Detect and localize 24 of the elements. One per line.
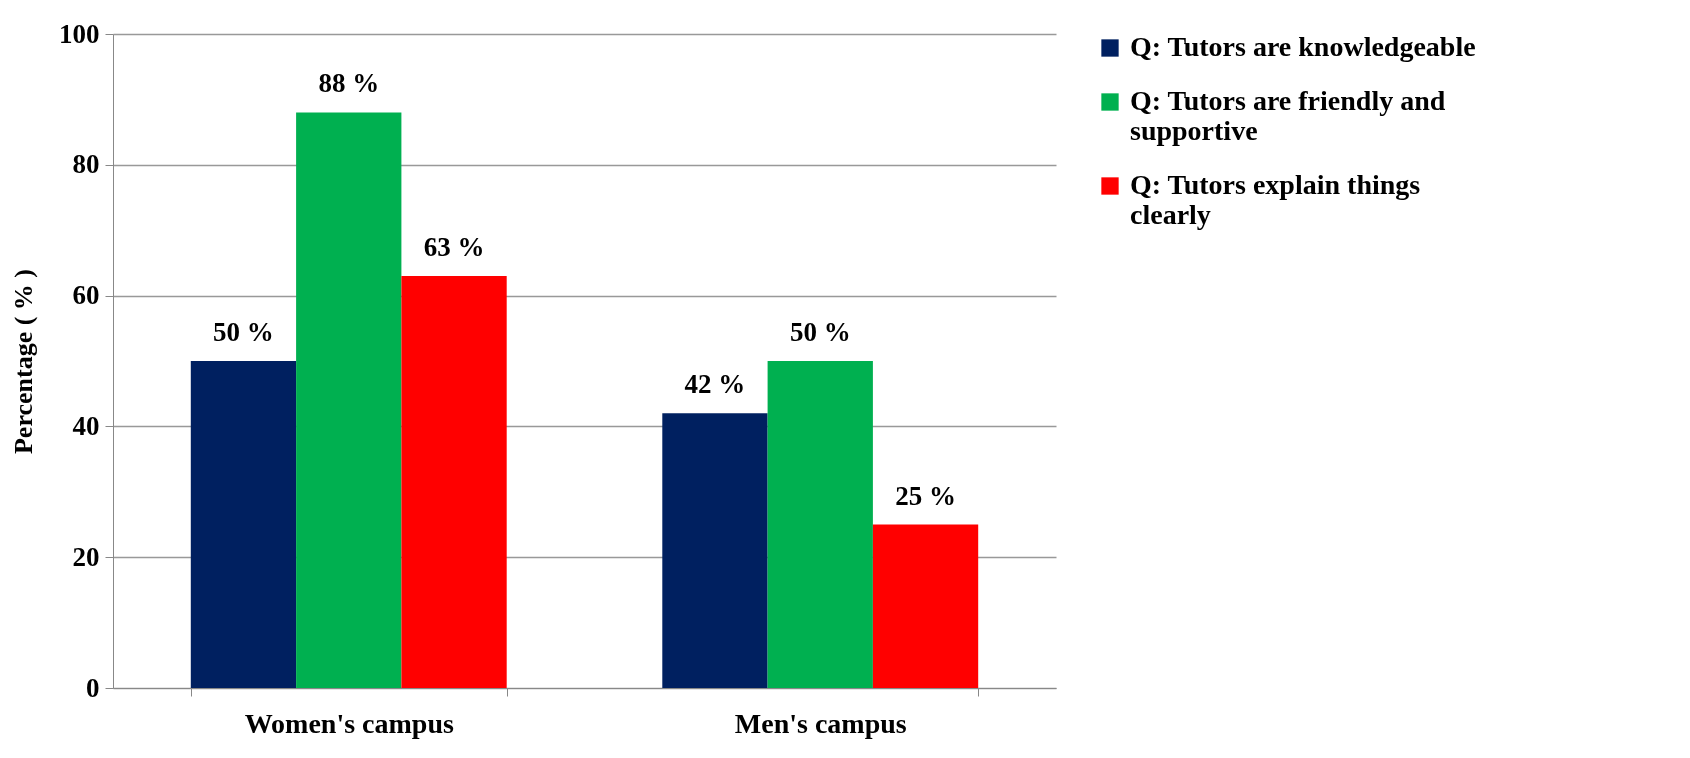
y-tick-label: 40 (72, 410, 100, 441)
bar (401, 275, 507, 688)
y-tick-label: 20 (72, 541, 100, 572)
y-tick-label: 100 (59, 18, 100, 49)
data-label: 42 % (684, 369, 746, 400)
bar (767, 361, 873, 688)
data-label: 63 % (423, 231, 485, 262)
bar (296, 112, 402, 688)
legend-label: Q: Tutors are friendly and supportive (1130, 85, 1446, 146)
y-axis-title: Percentage ( % ) (9, 268, 38, 455)
x-tick-label: Women's campus (244, 707, 454, 739)
data-label: 88 % (318, 68, 380, 99)
data-label: 50 % (789, 317, 851, 347)
y-tick-label: 80 (72, 149, 100, 180)
bar (662, 413, 768, 688)
legend-label: Q: Tutors explain things clearly (1130, 169, 1421, 230)
data-label: 25 % (895, 480, 956, 511)
x-tick-label: Men's campus (734, 707, 907, 739)
y-tick-label: 0 (86, 672, 100, 703)
bar (190, 361, 297, 688)
legend-label: Q: Tutors are knowledgeable (1130, 31, 1476, 62)
data-label: 50 % (213, 317, 274, 347)
y-tick-label: 60 (72, 280, 100, 311)
bar (872, 524, 979, 688)
